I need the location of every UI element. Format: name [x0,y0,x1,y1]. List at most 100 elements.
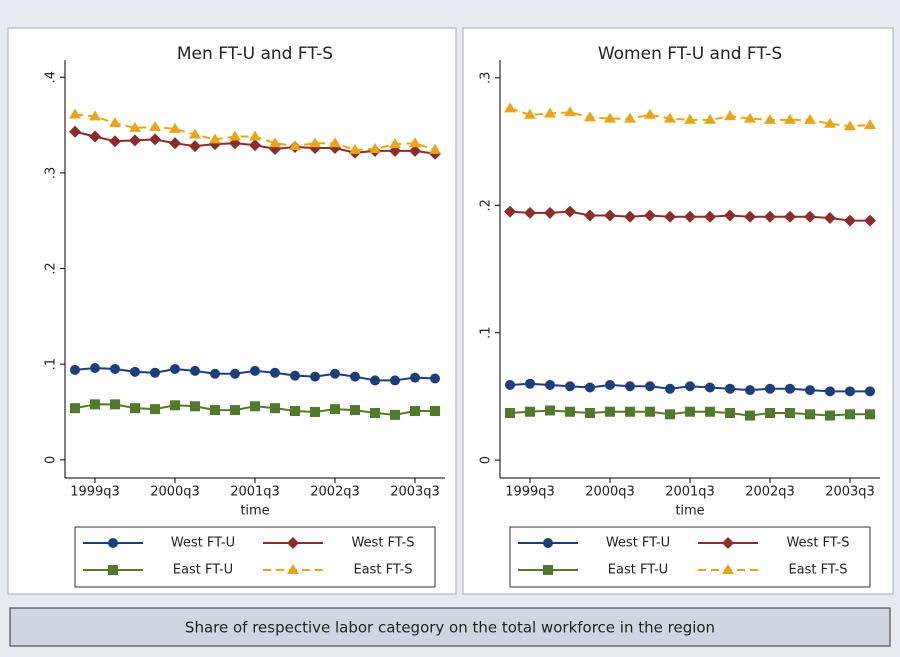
marker [564,205,576,218]
y-tick-label: 0 [44,456,59,464]
marker [722,537,734,549]
marker [845,409,855,420]
marker [89,110,101,121]
marker [250,401,260,412]
marker [249,130,261,141]
marker [784,113,796,124]
marker [350,371,360,382]
caption-box [9,607,891,647]
marker [349,143,361,154]
marker [585,408,595,419]
marker [684,113,696,124]
x-tick-label: 2003q3 [390,485,440,500]
marker [410,372,420,383]
marker [545,379,555,390]
marker [390,375,400,386]
marker [70,364,80,375]
marker [825,386,835,397]
marker [189,140,201,153]
x-tick-label: 2001q3 [230,485,280,500]
marker [525,378,535,389]
marker [270,367,280,378]
marker [804,113,816,124]
marker [130,366,140,377]
marker [645,406,655,417]
marker [584,209,596,222]
marker [665,409,675,420]
marker [525,406,535,417]
marker [865,386,875,397]
marker [685,381,695,392]
marker [585,382,595,393]
marker [544,206,556,219]
caption: Share of respective labor category on th… [185,619,715,637]
marker [644,108,656,119]
y-tick-label: .1 [44,358,59,370]
marker [70,403,80,414]
marker [825,410,835,421]
y-tick-label: 0 [479,456,494,464]
marker [370,407,380,418]
marker [764,210,776,223]
marker [429,143,441,154]
marker [129,121,141,132]
marker [564,106,576,117]
marker [90,363,100,373]
marker [805,385,815,396]
marker [565,406,575,417]
marker [190,401,200,412]
marker [865,409,875,420]
marker [504,205,516,218]
marker [409,144,421,157]
legend-label: West FT-U [606,536,670,551]
marker [604,209,616,222]
marker [210,368,220,379]
marker [109,135,121,148]
marker [684,210,696,223]
marker [645,381,655,392]
marker [169,122,181,133]
marker [705,382,715,393]
marker [685,406,695,417]
marker [169,137,181,150]
marker [864,118,876,129]
x-tick-label: 1999q3 [505,485,555,500]
marker [765,383,775,394]
marker [744,112,756,123]
x-tick-label: 2001q3 [665,485,715,500]
marker [330,368,340,379]
marker [644,209,656,222]
marker [664,112,676,123]
legend [509,526,871,588]
marker [722,564,734,574]
marker [625,381,635,392]
marker [150,404,160,415]
marker [287,537,299,549]
marker [705,406,715,417]
marker [108,565,118,575]
marker [190,365,200,376]
marker [390,409,400,420]
marker [745,385,755,396]
legend-label: East FT-U [608,563,668,578]
marker [665,383,675,394]
marker [209,133,221,144]
marker [625,406,635,417]
marker [230,405,240,416]
marker [844,214,856,227]
legend-label: West FT-S [351,536,414,551]
marker [724,110,736,121]
y-tick-label: .3 [479,72,494,84]
marker [310,371,320,382]
marker [369,142,381,153]
marker [805,409,815,420]
marker [565,381,575,392]
legend-label: East FT-S [353,563,412,578]
marker [430,406,440,417]
marker [389,138,401,149]
marker [250,365,260,376]
marker [524,206,536,219]
marker [664,210,676,223]
marker [409,137,421,148]
marker [108,538,118,548]
